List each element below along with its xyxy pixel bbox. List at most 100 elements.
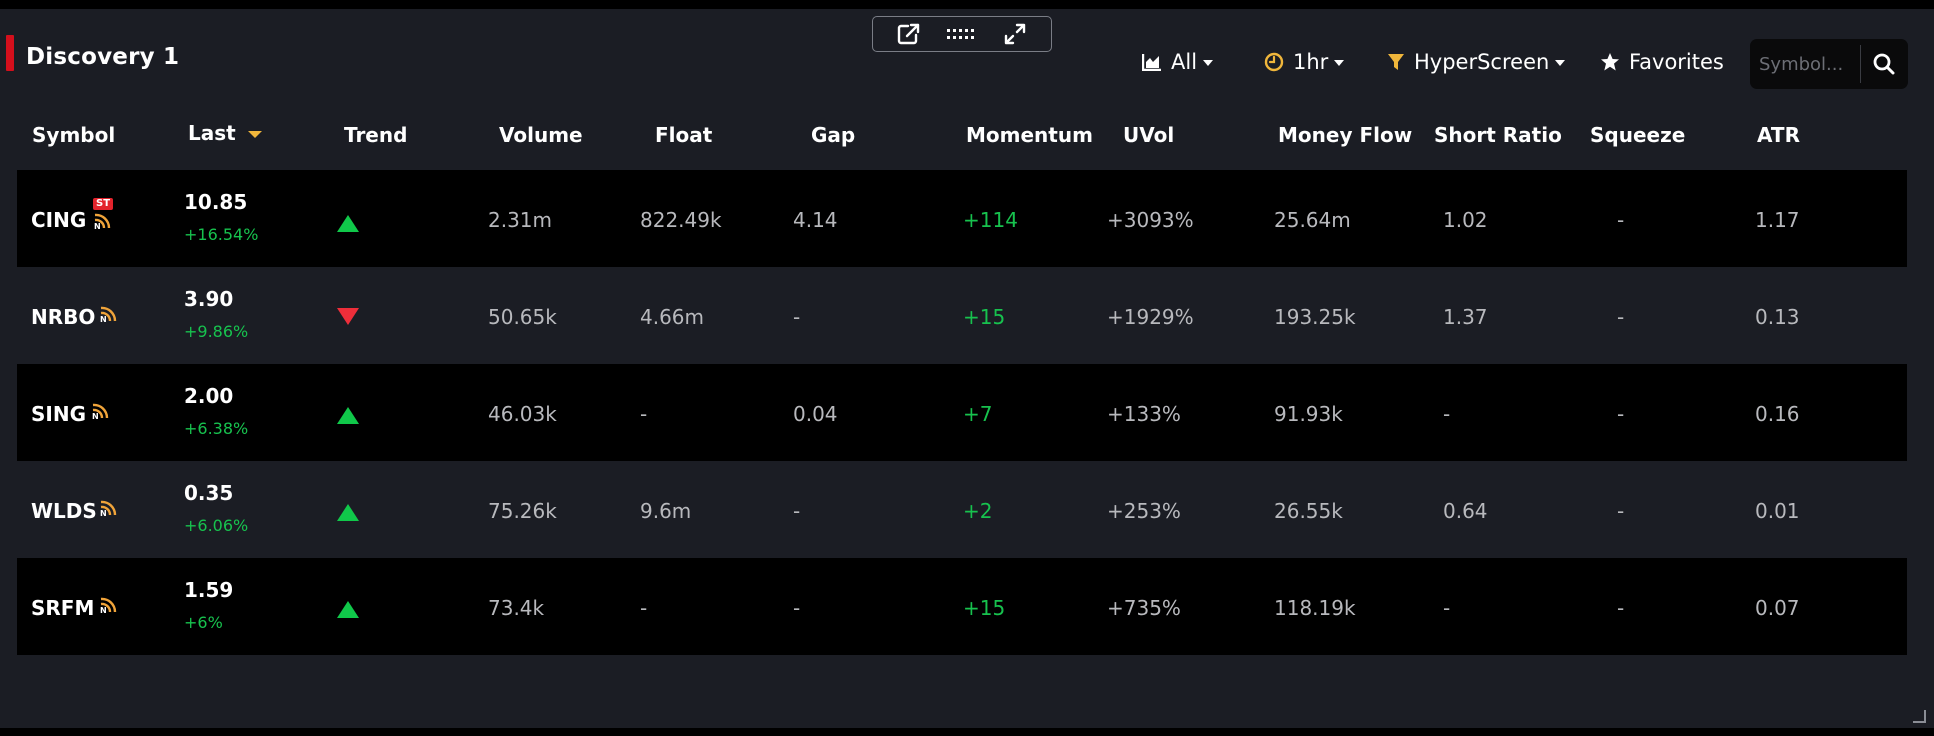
volume-cell: 73.4k [488,596,545,620]
search-icon [1873,53,1895,75]
gap-cell: 0.04 [793,402,838,426]
last-price: 10.85 [184,190,248,214]
short-ratio-cell: - [1443,402,1451,426]
float-cell: 9.6m [640,499,692,523]
st-badge[interactable]: ST [93,198,114,210]
symbol-badges: N [99,596,119,614]
table-row[interactable]: NRBO N 3.90 +9.86% 50.65k 4.66m - +15 +1… [17,267,1907,364]
trend-down-icon [337,308,359,325]
table-row[interactable]: SING N 2.00 +6.38% 46.03k - 0.04 +7 +133… [17,364,1907,461]
symbol-cell[interactable]: SRFM [31,596,95,620]
short-ratio-cell: 0.64 [1443,499,1488,523]
atr-cell: 0.07 [1755,596,1800,620]
timeframe-dropdown[interactable]: 1hr [1264,50,1345,74]
screen-dropdown[interactable]: HyperScreen [1387,50,1566,74]
momentum-cell: +15 [963,596,1006,620]
volume-cell: 46.03k [488,402,557,426]
col-last[interactable]: Last [188,121,262,145]
news-rss-icon[interactable]: N [93,212,113,230]
col-gap[interactable]: Gap [811,123,856,147]
symbol-search [1750,39,1908,89]
filter-icon [1388,54,1404,70]
news-rss-icon[interactable]: N [91,402,111,420]
price-change: +6% [184,613,223,632]
news-rss-icon[interactable]: N [99,499,119,517]
chevron-down-icon [1555,60,1566,66]
trend-up-icon [337,601,359,618]
float-cell: 822.49k [640,208,722,232]
trend-up-icon [337,215,359,232]
atr-cell: 0.13 [1755,305,1800,329]
table-row[interactable]: CING ST N 10.85 +16.54% 2.31m 822.49k 4.… [17,170,1907,267]
chart-filter-dropdown[interactable]: All [1142,50,1214,74]
drag-handle[interactable] [945,20,979,48]
clock-icon [1264,52,1284,72]
table-header: Symbol Last Trend Volume Float Gap Momen… [0,120,1934,150]
price-change: +16.54% [184,225,259,244]
gap-cell: - [793,596,801,620]
money-flow-cell: 91.93k [1274,402,1343,426]
money-flow-cell: 193.25k [1274,305,1356,329]
money-flow-cell: 25.64m [1274,208,1351,232]
table-row[interactable]: SRFM N 1.59 +6% 73.4k - - +15 +735% 118.… [17,558,1907,655]
expand-button[interactable] [998,20,1032,48]
symbol-badges: N [99,305,119,323]
col-short-ratio[interactable]: Short Ratio [1434,123,1562,147]
squeeze-cell: - [1617,208,1625,232]
symbol-cell[interactable]: NRBO [31,305,96,329]
drag-handle-icon [946,29,974,39]
volume-cell: 75.26k [488,499,557,523]
svg-text:N: N [94,222,101,230]
symbol-badges: N [99,499,119,517]
uvol-cell: +133% [1107,402,1181,426]
short-ratio-cell: 1.37 [1443,305,1488,329]
resize-handle-icon[interactable] [1913,710,1926,723]
volume-cell: 50.65k [488,305,557,329]
favorites-button[interactable]: Favorites [1600,50,1724,74]
popout-button[interactable] [892,20,926,48]
news-rss-icon[interactable]: N [99,596,119,614]
col-float[interactable]: Float [655,123,713,147]
panel-accent-bar [6,35,14,71]
symbol-search-input[interactable] [1750,39,1860,89]
short-ratio-cell: 1.02 [1443,208,1488,232]
money-flow-cell: 26.55k [1274,499,1343,523]
col-last-label: Last [188,121,236,145]
col-symbol[interactable]: Symbol [32,123,116,147]
float-cell: - [640,596,648,620]
chart-area-icon [1142,54,1161,71]
col-momentum[interactable]: Momentum [966,123,1093,147]
chart-filter-label: All [1171,50,1198,74]
svg-text:N: N [92,412,99,420]
svg-text:N: N [100,606,107,614]
squeeze-cell: - [1617,499,1625,523]
symbol-cell[interactable]: CING [31,208,87,232]
price-change: +6.38% [184,419,249,438]
volume-cell: 2.31m [488,208,553,232]
search-button[interactable] [1861,39,1907,89]
uvol-cell: +253% [1107,499,1181,523]
col-trend[interactable]: Trend [344,123,408,147]
col-uvol[interactable]: UVol [1123,123,1175,147]
col-money-flow[interactable]: Money Flow [1278,123,1413,147]
external-link-icon [898,23,920,45]
last-price: 1.59 [184,578,234,602]
col-volume[interactable]: Volume [499,123,583,147]
news-rss-icon[interactable]: N [99,305,119,323]
table-row[interactable]: WLDS N 0.35 +6.06% 75.26k 9.6m - +2 +253… [17,461,1907,558]
float-cell: 4.66m [640,305,705,329]
gap-cell: - [793,499,801,523]
table-body: CING ST N 10.85 +16.54% 2.31m 822.49k 4.… [17,170,1907,655]
col-atr[interactable]: ATR [1757,123,1800,147]
panel-tools [872,16,1052,52]
panel-title: Discovery 1 [26,44,180,70]
symbol-cell[interactable]: SING [31,402,86,426]
search-divider [1860,45,1861,83]
screen-label: HyperScreen [1414,50,1550,74]
momentum-cell: +114 [963,208,1018,232]
symbol-cell[interactable]: WLDS [31,499,97,523]
atr-cell: 1.17 [1755,208,1800,232]
expand-icon [1004,23,1025,45]
col-squeeze[interactable]: Squeeze [1590,123,1686,147]
uvol-cell: +1929% [1107,305,1194,329]
